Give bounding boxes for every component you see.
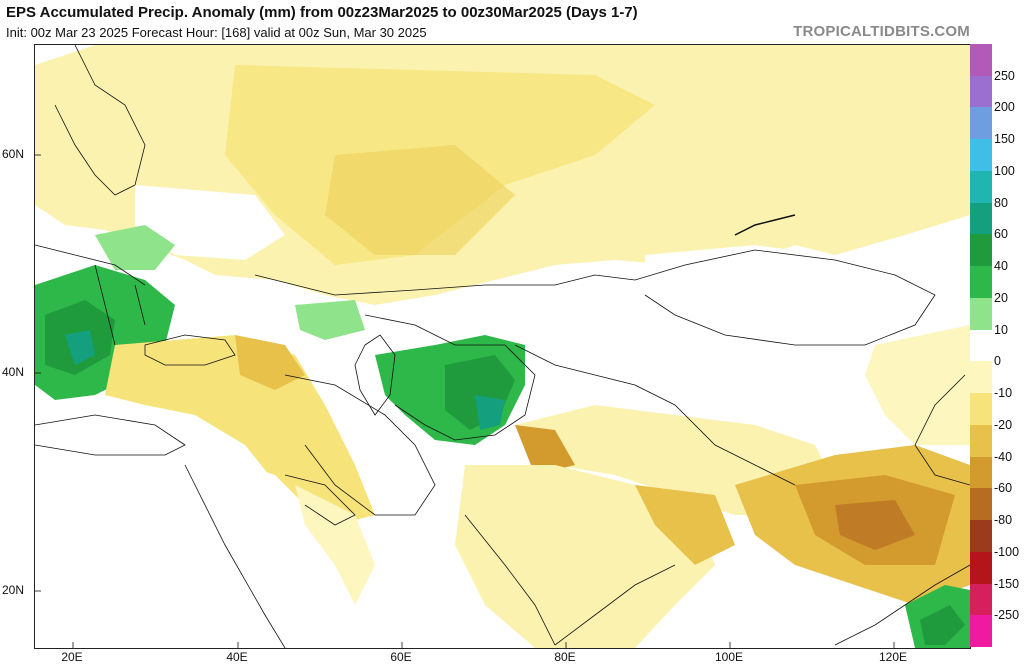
color-legend: 250 200 150 100 80 60 40 20 10 0 -10 -20 -40 -60 -80 -1… [970,44,1024,648]
legend-label: 250 [994,68,1015,83]
brand-watermark: TROPICALTIDBITS.COM [793,23,970,40]
legend-label: 100 [994,163,1015,178]
lon-label-60e: 60E [390,650,412,664]
lon-label-100e: 100E [714,650,744,664]
legend-label: 20 [994,290,1008,305]
legend-swatch [970,488,992,521]
legend-swatch [970,44,992,77]
legend-swatch [970,234,992,267]
legend-label: 40 [994,259,1008,274]
coastline-caspian [354,334,396,416]
border-china-tibet [514,344,796,486]
legend-swatch [970,329,992,362]
coastline-india [464,514,676,646]
coastline-china [834,374,970,646]
map-subtitle: Init: 00z Mar 23 2025 Forecast Hour: [16… [6,25,427,40]
precip-anomaly-map [34,44,971,649]
coastline-mediterranean [35,414,186,456]
border-central-asia [364,314,536,441]
legend-label: -20 [994,417,1013,432]
coastline-persian-gulf [284,474,356,526]
coastline-black-sea [144,334,236,366]
legend-label: -100 [994,544,1020,559]
legend-label: 60 [994,227,1008,242]
legend-label: -60 [994,481,1013,496]
legend-swatch [970,75,992,108]
neutral-arabia [155,445,355,648]
legend-label: -10 [994,386,1013,401]
border-russia-kazakhstan [254,274,636,296]
lat-label-40n: 40N [2,365,25,379]
legend-swatch [970,551,992,585]
legend-swatch [970,170,992,204]
legend-label: -150 [994,576,1020,591]
legend-label: -250 [994,608,1020,623]
legend-swatch [970,424,992,458]
lon-label-20e: 20E [61,650,83,664]
legend-label: 10 [994,322,1008,337]
legend-label: 80 [994,195,1008,210]
legend-swatch [970,456,992,489]
border-iran [284,374,436,516]
legend-swatch [970,297,992,331]
lon-label-120e: 120E [878,650,908,664]
legend-label: 150 [994,132,1015,147]
coastline-baikal [734,214,796,236]
legend-swatch [970,361,992,394]
map-canvas [35,45,970,648]
legend-label: 200 [994,100,1015,115]
legend-swatch [970,393,992,426]
border-mongolia [634,249,936,346]
lat-label-20n: 20N [2,583,25,597]
legend-swatch [970,202,992,235]
dry-anomaly-middle-east [105,335,375,525]
legend-swatch [970,520,992,553]
legend-swatch [970,266,992,299]
map-title: EPS Accumulated Precip. Anomaly (mm) fro… [6,4,638,21]
legend-swatch [970,139,992,172]
legend-label: -40 [994,449,1013,464]
legend-label: 0 [994,354,1001,369]
legend-label: -80 [994,513,1013,528]
border-europe [35,244,146,346]
legend-swatch [970,615,992,648]
lon-label-80e: 80E [554,650,576,664]
legend-swatch [970,583,992,616]
coastline-baltic [54,45,146,196]
legend-swatch [970,107,992,140]
lat-label-60n: 60N [2,147,25,161]
coastline-red-sea [184,464,286,648]
lon-label-40e: 40E [226,650,248,664]
